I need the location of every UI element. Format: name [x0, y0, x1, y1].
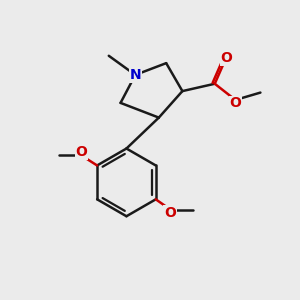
- Text: N: N: [130, 68, 141, 82]
- Text: O: O: [220, 51, 232, 65]
- Text: O: O: [164, 206, 176, 220]
- Text: O: O: [76, 145, 88, 159]
- Text: O: O: [230, 97, 241, 110]
